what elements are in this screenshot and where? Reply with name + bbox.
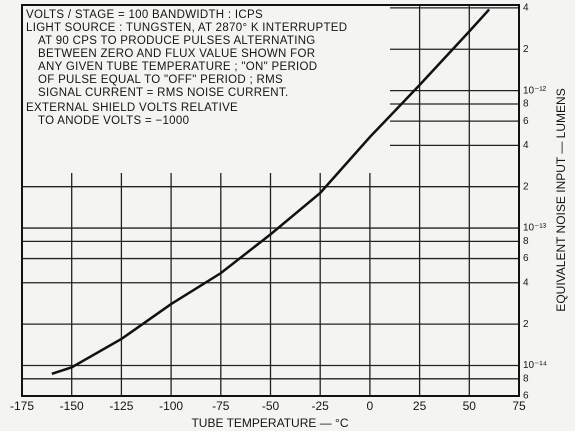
annotation: AT 90 CPS TO PRODUCE PULSES ALTERNATING	[38, 35, 316, 47]
annotation: LIGHT SOURCE : TUNGSTEN, AT 2870° K INTE…	[26, 22, 347, 34]
y-tick-label: 8	[523, 236, 529, 247]
y-axis-title: EQUIVALENT NOISE INPUT — LUMENS	[554, 88, 568, 311]
y-tick-label: 2	[523, 319, 529, 330]
x-tick-label: -100	[159, 399, 183, 413]
x-tick-label: 75	[512, 399, 526, 413]
x-tick-label: 25	[413, 399, 427, 413]
annotation: OF PULSE EQUAL TO "OFF" PERIOD ; RMS	[38, 74, 283, 86]
y-tick-label: 2	[523, 44, 529, 55]
x-tick-label: -175	[10, 399, 34, 413]
annotation: BETWEEN ZERO AND FLUX VALUE SHOWN FOR	[38, 48, 315, 60]
x-tick-label: 0	[367, 399, 374, 413]
plot-frame	[21, 4, 520, 397]
x-tick-label: -75	[212, 399, 230, 413]
annotation: SIGNAL CURRENT = RMS NOISE CURRENT.	[38, 87, 288, 99]
annotation-box	[22, 5, 390, 173]
annotation: ANY GIVEN TUBE TEMPERATURE ; "ON" PERIOD	[38, 61, 317, 73]
y-tick-label: 10⁻¹²	[523, 85, 547, 96]
annotation: TO ANODE VOLTS = −1000	[38, 115, 189, 127]
y-tick-label: 6	[523, 391, 529, 402]
y-tick-label: 6	[523, 253, 529, 264]
y-tick-label: 4	[523, 140, 529, 151]
marks	[51, 8, 491, 376]
y-tick-label: 10⁻¹⁴	[523, 360, 547, 371]
y-tick-label: 8	[523, 373, 529, 384]
y-tick-label: 6	[523, 116, 529, 127]
y-tick-label: 10⁻¹³	[523, 223, 547, 234]
y-tick-label: 4	[523, 3, 529, 14]
y-tick-label: 4	[523, 277, 529, 288]
x-tick-label: 50	[463, 399, 477, 413]
x-tick-label: -50	[262, 399, 280, 413]
x-tick-label: -150	[60, 399, 84, 413]
x-axis-title: TUBE TEMPERATURE — °C	[191, 416, 348, 430]
line-series	[51, 8, 491, 376]
x-tick-label: -25	[312, 399, 330, 413]
x-tick-label: -125	[109, 399, 133, 413]
annotation: EXTERNAL SHIELD VOLTS RELATIVE	[26, 102, 238, 114]
y-tick-label: 2	[523, 181, 529, 192]
y-tick-label: 8	[523, 99, 529, 110]
annotation: VOLTS / STAGE = 100 BANDWIDTH : ICPS	[26, 9, 263, 21]
